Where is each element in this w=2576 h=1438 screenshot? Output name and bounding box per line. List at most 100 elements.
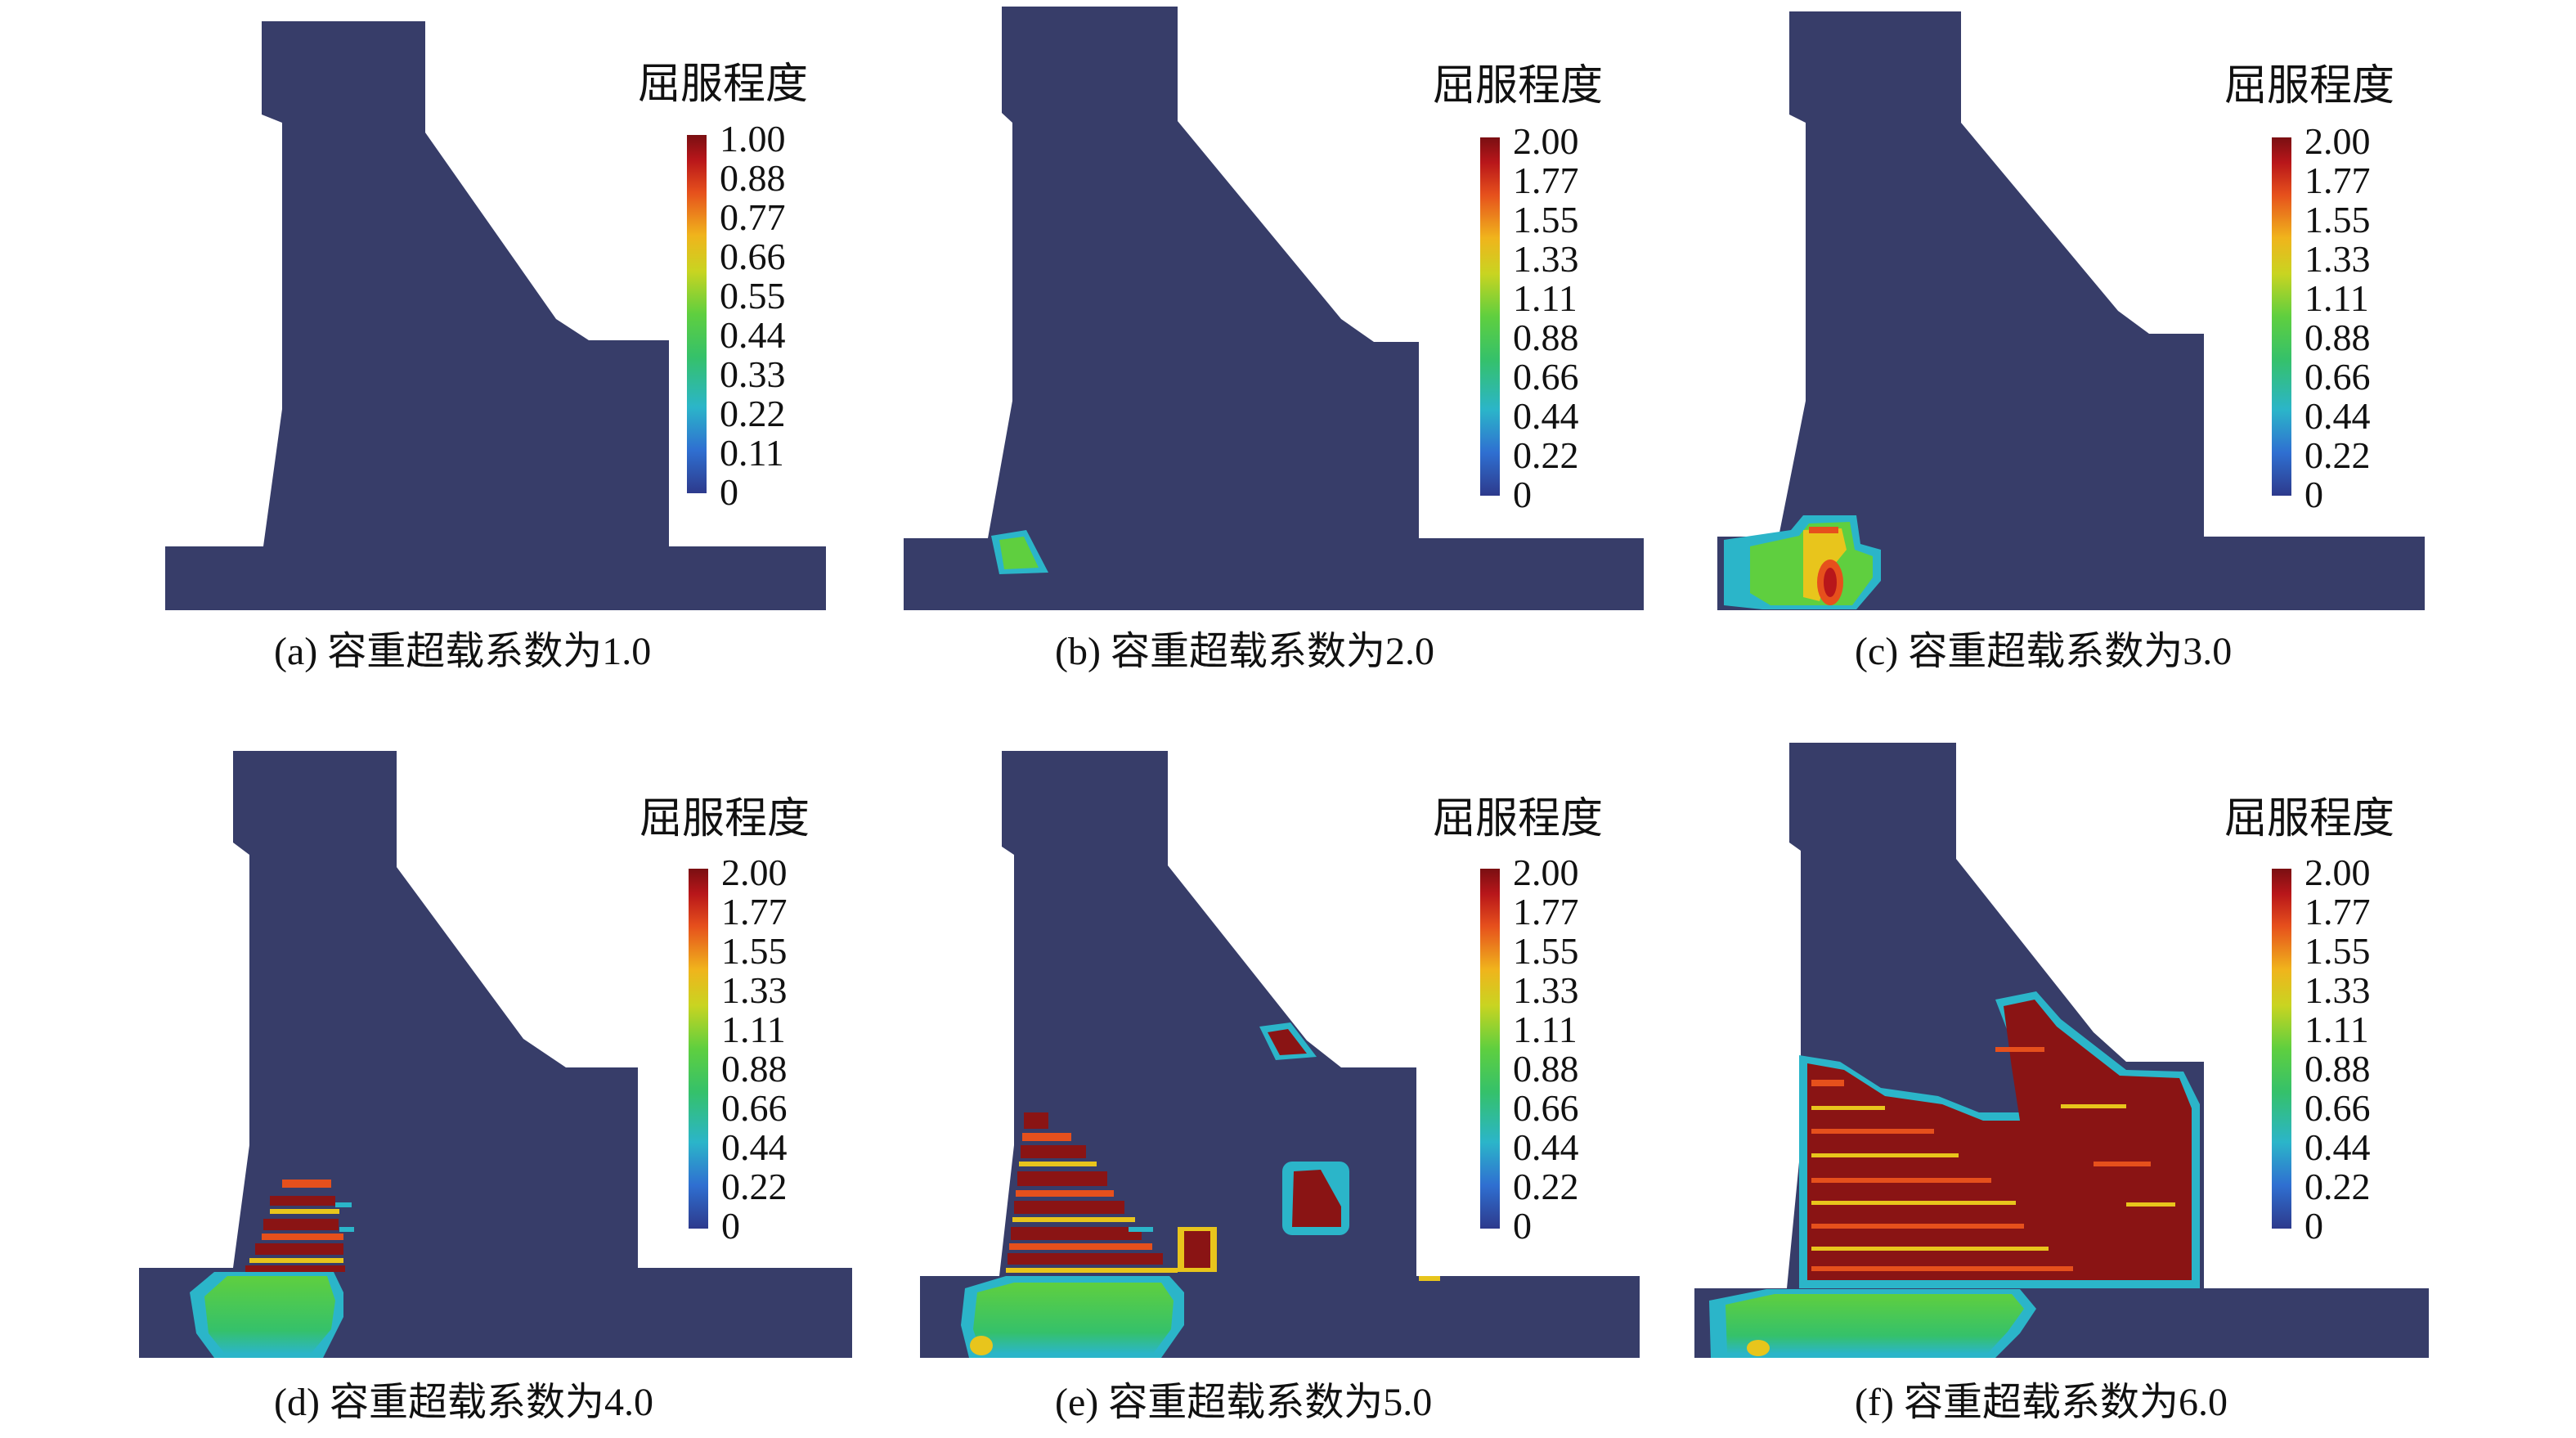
colorbar-b: 屈服程度 2.00 1.77 1.55 1.33 1.11 0.88 0.66 … (1433, 63, 1603, 515)
tick-label: 1.77 (2304, 160, 2371, 201)
tick-label: 0.22 (1513, 434, 1579, 476)
tick-label: 1.77 (1513, 160, 1579, 201)
ticks-f: 2.00 1.77 1.55 1.33 1.11 0.88 0.66 0.44 … (2304, 852, 2371, 1247)
tick-label: 1.33 (1513, 238, 1579, 280)
caption-e: (e) 容重超载系数为5.0 (1055, 1381, 1432, 1424)
tick-label: 2.00 (1513, 120, 1579, 162)
dam-model-c (1717, 11, 2425, 610)
legend-title-b: 屈服程度 (1433, 63, 1603, 110)
colorbar-e: 屈服程度 2.00 1.77 1.55 1.33 1.11 0.88 0.66 … (1433, 796, 1603, 1247)
tick-label: 2.00 (721, 852, 788, 893)
tick-label: 0.22 (2304, 434, 2371, 476)
tick-label: 0.11 (720, 432, 784, 474)
tick-label: 1.77 (1513, 891, 1579, 932)
dam-model-a (165, 21, 826, 610)
tick-label: 1.55 (2304, 199, 2371, 240)
panel-e: 屈服程度 2.00 1.77 1.55 1.33 1.11 0.88 0.66 … (920, 751, 1640, 1424)
tick-label: 1.77 (2304, 891, 2371, 932)
dam-model-d (139, 751, 852, 1358)
panel-d: 屈服程度 2.00 1.77 1.55 1.33 1.11 0.88 0.66 … (139, 751, 852, 1424)
ticks-d: 2.00 1.77 1.55 1.33 1.11 0.88 0.66 0.44 … (721, 852, 788, 1247)
panel-a: 屈服程度 1.00 0.88 0.77 0.66 0.55 0.44 0.33 … (165, 21, 826, 673)
ticks-e: 2.00 1.77 1.55 1.33 1.11 0.88 0.66 0.44 … (1513, 852, 1579, 1247)
tick-label: 0.44 (2304, 1126, 2371, 1168)
tick-label: 1.11 (1513, 1009, 1577, 1050)
tick-label: 1.33 (721, 969, 788, 1011)
tick-label: 1.55 (2304, 930, 2371, 972)
tick-label: 1.11 (721, 1009, 786, 1050)
tick-label: 1.33 (1513, 969, 1579, 1011)
panel-b: 屈服程度 2.00 1.77 1.55 1.33 1.11 0.88 0.66 … (904, 7, 1644, 673)
tick-label: 0.88 (2304, 1048, 2371, 1090)
caption-a: (a) 容重超载系数为1.0 (274, 630, 651, 673)
tick-label: 0 (2304, 474, 2323, 515)
tick-label: 0.88 (2304, 317, 2371, 358)
yield-zone-f-main (1799, 991, 2200, 1288)
ticks-a: 1.00 0.88 0.77 0.66 0.55 0.44 0.33 0.22 … (720, 118, 786, 513)
tick-label: 0.88 (720, 157, 786, 199)
panel-f: 屈服程度 2.00 1.77 1.55 1.33 1.11 0.88 0.66 … (1694, 743, 2429, 1424)
colorbar-f: 屈服程度 2.00 1.77 1.55 1.33 1.11 0.88 0.66 … (2224, 796, 2394, 1247)
tick-label: 0.88 (1513, 317, 1579, 358)
dam-model-b (904, 7, 1644, 610)
tick-label: 0.88 (1513, 1048, 1579, 1090)
tick-label: 1.77 (721, 891, 788, 932)
tick-label: 0.77 (720, 196, 786, 238)
tick-label: 0.66 (2304, 356, 2371, 398)
tick-label: 0.33 (720, 353, 786, 395)
legend-title-e: 屈服程度 (1433, 796, 1603, 843)
colorbar-d: 屈服程度 2.00 1.77 1.55 1.33 1.11 0.88 0.66 … (640, 796, 810, 1247)
tick-label: 0.22 (2304, 1166, 2371, 1207)
tick-label: 0.22 (1513, 1166, 1579, 1207)
legend-title-d: 屈服程度 (640, 796, 810, 843)
tick-label: 0.44 (721, 1126, 788, 1168)
tick-label: 0.66 (1513, 356, 1579, 398)
tick-label: 0 (721, 1205, 740, 1247)
tick-label: 1.11 (2304, 277, 2369, 319)
tick-label: 0 (2304, 1205, 2323, 1247)
tick-label: 1.33 (2304, 969, 2371, 1011)
tick-label: 1.55 (1513, 930, 1579, 972)
tick-label: 0 (1513, 474, 1532, 515)
dam-model-f (1694, 743, 2429, 1358)
tick-label: 0.44 (720, 314, 786, 356)
tick-label: 0.66 (720, 236, 786, 277)
tick-label: 0 (1513, 1205, 1532, 1247)
tick-label: 0.44 (2304, 395, 2371, 437)
tick-label: 0.22 (720, 393, 786, 434)
tick-label: 1.11 (2304, 1009, 2369, 1050)
tick-label: 0.44 (1513, 395, 1579, 437)
legend-title-f: 屈服程度 (2224, 796, 2394, 843)
tick-label: 2.00 (2304, 120, 2371, 162)
panel-c: 屈服程度 2.00 1.77 1.55 1.33 1.11 0.88 0.66 … (1717, 11, 2425, 673)
dam-model-e (920, 751, 1640, 1358)
tick-label: 0.66 (721, 1087, 788, 1129)
tick-label: 2.00 (1513, 852, 1579, 893)
tick-label: 1.11 (1513, 277, 1577, 319)
yield-bands-d (245, 1180, 354, 1272)
colorbar-c: 屈服程度 2.00 1.77 1.55 1.33 1.11 0.88 0.66 … (2224, 63, 2394, 515)
caption-f: (f) 容重超载系数为6.0 (1855, 1381, 2228, 1424)
tick-label: 0.66 (2304, 1087, 2371, 1129)
legend-title-c: 屈服程度 (2224, 63, 2394, 110)
tick-label: 1.33 (2304, 238, 2371, 280)
colorbar-a: 屈服程度 1.00 0.88 0.77 0.66 0.55 0.44 0.33 … (638, 61, 808, 513)
tick-label: 0 (720, 471, 738, 513)
ticks-b: 2.00 1.77 1.55 1.33 1.11 0.88 0.66 0.44 … (1513, 120, 1579, 515)
tick-label: 0.22 (721, 1166, 788, 1207)
tick-label: 1.55 (721, 930, 788, 972)
tick-label: 1.55 (1513, 199, 1579, 240)
tick-label: 0.88 (721, 1048, 788, 1090)
tick-label: 2.00 (2304, 852, 2371, 893)
tick-label: 1.00 (720, 118, 786, 160)
caption-d: (d) 容重超载系数为4.0 (274, 1381, 653, 1424)
tick-label: 0.66 (1513, 1087, 1579, 1129)
tick-label: 0.55 (720, 275, 786, 317)
tick-label: 0.44 (1513, 1126, 1579, 1168)
ticks-c: 2.00 1.77 1.55 1.33 1.11 0.88 0.66 0.44 … (2304, 120, 2371, 515)
yield-bands-e (1006, 1112, 1217, 1273)
caption-b: (b) 容重超载系数为2.0 (1055, 630, 1434, 673)
caption-c: (c) 容重超载系数为3.0 (1855, 630, 2232, 673)
legend-title-a: 屈服程度 (638, 61, 808, 108)
